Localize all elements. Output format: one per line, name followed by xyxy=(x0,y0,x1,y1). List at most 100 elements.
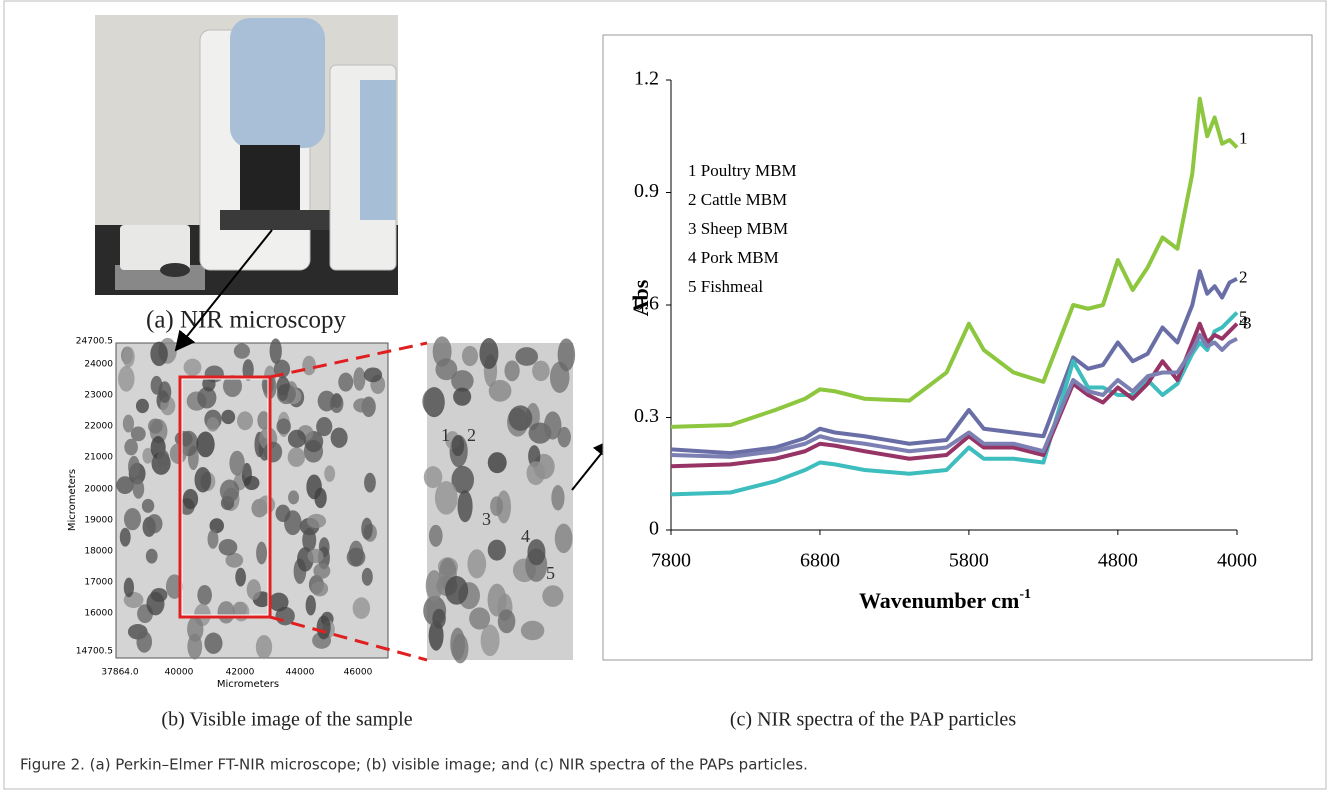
particle xyxy=(302,355,316,376)
series-end-label: 4 xyxy=(1239,313,1248,332)
particle xyxy=(314,487,327,509)
caption-b: (b) Visible image of the sample xyxy=(161,709,412,731)
particle xyxy=(288,490,300,505)
series-line xyxy=(670,321,1239,469)
particle xyxy=(554,523,573,554)
particle xyxy=(311,581,329,597)
image-y-tick-label: 17000 xyxy=(84,578,113,588)
zoom-line xyxy=(269,341,428,379)
image-x-tick-label: 44000 xyxy=(286,668,315,678)
particle xyxy=(497,609,516,634)
series-end-label: 1 xyxy=(1239,128,1248,147)
particle xyxy=(557,338,576,372)
particle xyxy=(422,387,445,416)
particle xyxy=(204,632,223,654)
particle xyxy=(194,466,212,493)
particle-label: 2 xyxy=(467,425,476,445)
x-tick-label: 7800 xyxy=(651,550,691,572)
particle xyxy=(257,411,270,430)
particle xyxy=(242,359,254,381)
particle xyxy=(275,504,291,523)
y-tick-label: 0.6 xyxy=(634,293,659,315)
particle xyxy=(150,341,168,367)
particle xyxy=(277,384,289,402)
particle xyxy=(197,387,217,409)
series-line xyxy=(670,311,1239,497)
particle xyxy=(526,461,546,486)
particle xyxy=(182,488,199,510)
image-y-tick-label: 24000 xyxy=(84,360,113,370)
particle xyxy=(346,547,366,567)
particle xyxy=(232,601,247,617)
particle xyxy=(428,524,443,547)
particle-label: 5 xyxy=(546,563,555,583)
image-x-tick-label: 37864.0 xyxy=(101,668,138,678)
particle xyxy=(543,411,562,440)
y-tick-label: 0.9 xyxy=(634,180,659,202)
zoom-line xyxy=(269,615,428,662)
series-line xyxy=(670,333,1238,459)
particle xyxy=(457,490,473,523)
image-y-tick-label: 24700.5 xyxy=(76,337,113,347)
legend-entry: 2 Cattle MBM xyxy=(688,190,787,209)
particle xyxy=(451,370,474,392)
particle xyxy=(330,427,348,448)
particle xyxy=(273,359,291,379)
particle xyxy=(307,548,324,564)
particle xyxy=(302,528,317,553)
particle xyxy=(206,417,220,432)
particle xyxy=(363,367,383,383)
series-line xyxy=(670,96,1239,429)
particle xyxy=(338,372,354,392)
particle xyxy=(235,567,246,587)
particle xyxy=(361,517,373,540)
particle xyxy=(425,570,443,601)
particle xyxy=(158,381,172,403)
particle xyxy=(207,529,219,549)
particle xyxy=(256,541,268,565)
particle xyxy=(119,527,131,547)
particle xyxy=(233,343,251,359)
legend-entry: 4 Pork MBM xyxy=(688,248,779,267)
particle xyxy=(128,455,140,478)
image-y-tick-label: 16000 xyxy=(84,609,113,619)
series-end-label: 2 xyxy=(1239,268,1248,287)
particle xyxy=(255,635,273,659)
particle xyxy=(196,431,215,458)
particle xyxy=(197,584,212,606)
particle xyxy=(434,480,458,515)
x-axis-label-main: Wavenumber cm xyxy=(859,588,1019,613)
particle xyxy=(122,346,135,368)
x-tick-label: 6800 xyxy=(800,550,840,572)
particle xyxy=(142,447,154,464)
particle xyxy=(532,360,550,382)
particle xyxy=(361,567,373,586)
particle xyxy=(148,418,163,434)
particle xyxy=(221,409,236,425)
particle xyxy=(453,387,472,406)
caption-c: (c) NIR spectra of the PAP particles xyxy=(730,709,1016,731)
y-tick-label: 1.2 xyxy=(634,68,659,90)
particle-label: 4 xyxy=(521,526,530,546)
x-axis-label: Wavenumber cm-1 xyxy=(859,587,1031,613)
particle xyxy=(287,429,306,448)
particle xyxy=(219,479,240,503)
particle xyxy=(202,376,216,392)
particle xyxy=(353,367,366,391)
particle xyxy=(324,465,336,482)
particle xyxy=(243,475,260,491)
image-y-label: Micrometers xyxy=(67,469,78,531)
particle xyxy=(423,466,443,489)
particle xyxy=(123,577,135,598)
particle xyxy=(122,414,135,433)
particle-label: 1 xyxy=(441,425,450,445)
particle xyxy=(223,375,242,398)
particle xyxy=(116,476,134,495)
particle xyxy=(135,398,149,414)
particle xyxy=(487,452,507,474)
particle xyxy=(487,539,506,561)
particle xyxy=(130,426,146,442)
legend-entry: 3 Sheep MBM xyxy=(688,219,788,238)
particle xyxy=(316,615,331,640)
